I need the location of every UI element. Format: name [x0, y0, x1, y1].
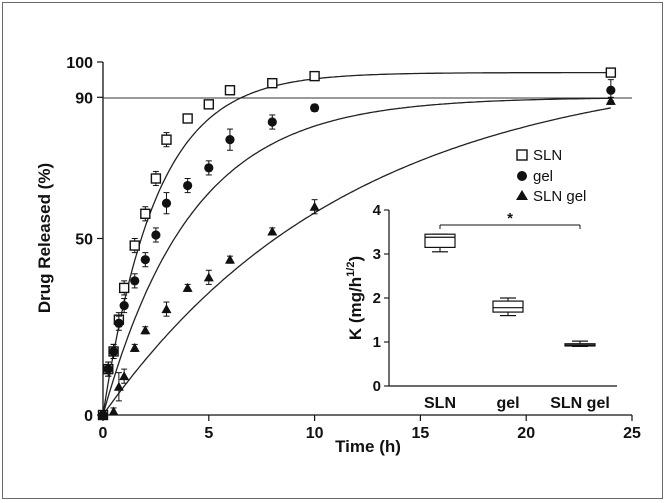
fit-curve-sln-gel: [102, 107, 611, 416]
inset-y-ticks: 0 1 2 3 4: [373, 202, 389, 395]
x-tick-label: 20: [517, 425, 535, 442]
y-tick-label: 50: [75, 232, 93, 249]
fit-curves: [102, 71, 611, 416]
series-gel: [98, 79, 616, 420]
data-point: [183, 180, 193, 191]
inset-chart: 0 1 2 3 4 K (mg/h1/2) * SLN gel SLN gel: [345, 202, 617, 412]
data-point: [119, 371, 130, 381]
data-point: [225, 135, 235, 145]
data-point: [309, 201, 320, 211]
significance-bracket: *: [439, 210, 581, 229]
y-tick-label: 0: [84, 408, 93, 425]
legend-marker-sln: [516, 149, 528, 161]
figure-frame: [2, 2, 663, 499]
box-gel: [492, 297, 524, 317]
inset-y-tick-label: 3: [373, 246, 381, 263]
inset-category-label: SLN: [424, 395, 456, 412]
inset-categories: SLN gel SLN gel: [424, 395, 610, 412]
data-point: [140, 325, 151, 335]
inset-category-label: gel: [496, 395, 519, 412]
data-point: [129, 240, 140, 251]
box-iqr: [424, 233, 456, 248]
x-axis-label: Time (h): [335, 437, 401, 456]
data-points: [97, 67, 617, 421]
data-point: [130, 276, 140, 286]
box-iqr: [492, 300, 524, 313]
y-ticks: 0 50 90 100: [66, 55, 103, 425]
data-point: [605, 67, 617, 78]
legend: SLN gel SLN gel: [516, 147, 586, 205]
data-point: [267, 117, 277, 127]
legend-marker-sln-gel: [516, 190, 528, 200]
series-sln-gel: [98, 95, 616, 420]
data-point: [108, 346, 119, 357]
legend-label-sln: SLN: [533, 147, 562, 164]
data-point: [114, 318, 124, 328]
inset-y-tick-label: 4: [373, 202, 382, 219]
data-point: [140, 208, 151, 219]
x-tick-label: 5: [204, 425, 213, 442]
data-point: [203, 99, 215, 110]
x-tick-label: 10: [306, 425, 324, 442]
data-point: [606, 85, 616, 95]
data-point: [182, 113, 193, 124]
fit-curve-gel: [102, 97, 611, 416]
x-tick-label: 25: [623, 425, 641, 442]
inset-category-label: SLN gel: [550, 395, 610, 412]
data-point: [161, 134, 172, 145]
data-point: [267, 226, 278, 236]
inset-y-axis-label: K (mg/h1/2): [345, 256, 365, 340]
data-point: [203, 272, 214, 282]
legend-label-sln-gel: SLN gel: [533, 188, 586, 205]
inset-y-tick-label: 0: [373, 378, 381, 395]
data-point: [161, 304, 172, 314]
data-point: [161, 198, 172, 208]
legend-item-sln-gel: SLN gel: [516, 188, 586, 205]
data-point: [118, 282, 130, 294]
legend-label-gel: gel: [533, 168, 553, 185]
box-sln: [424, 233, 456, 253]
data-point: [310, 103, 320, 113]
data-point: [119, 300, 129, 311]
legend-marker-gel: [517, 171, 527, 181]
data-point: [129, 342, 140, 352]
y-tick-label: 100: [66, 55, 93, 72]
inset-y-tick-label: 1: [373, 334, 381, 351]
legend-item-gel: gel: [517, 168, 553, 185]
data-point: [182, 282, 193, 292]
inset-boxes: [424, 233, 596, 347]
data-point: [309, 70, 320, 82]
y-axis-label: Drug Released (%): [35, 163, 54, 313]
data-point: [108, 406, 119, 416]
data-point: [224, 85, 236, 96]
data-point: [103, 364, 113, 374]
data-point: [267, 77, 278, 89]
data-point: [224, 254, 235, 264]
data-point: [204, 163, 214, 173]
data-point: [150, 173, 162, 184]
data-point: [605, 95, 616, 105]
x-tick-label: 15: [412, 425, 430, 442]
y-tick-label: 90: [75, 90, 93, 107]
significance-star: *: [507, 210, 513, 227]
fit-curve-sln: [102, 71, 611, 416]
x-ticks: 0 5 10 15 20 25: [99, 415, 641, 442]
legend-item-sln: SLN: [516, 147, 562, 164]
inset-y-tick-label: 2: [373, 290, 381, 307]
x-tick-label: 0: [99, 425, 108, 442]
data-point: [140, 255, 150, 265]
data-point: [113, 381, 124, 391]
data-point: [98, 410, 108, 419]
box-sln-gel: [564, 340, 596, 347]
data-point: [151, 230, 161, 240]
